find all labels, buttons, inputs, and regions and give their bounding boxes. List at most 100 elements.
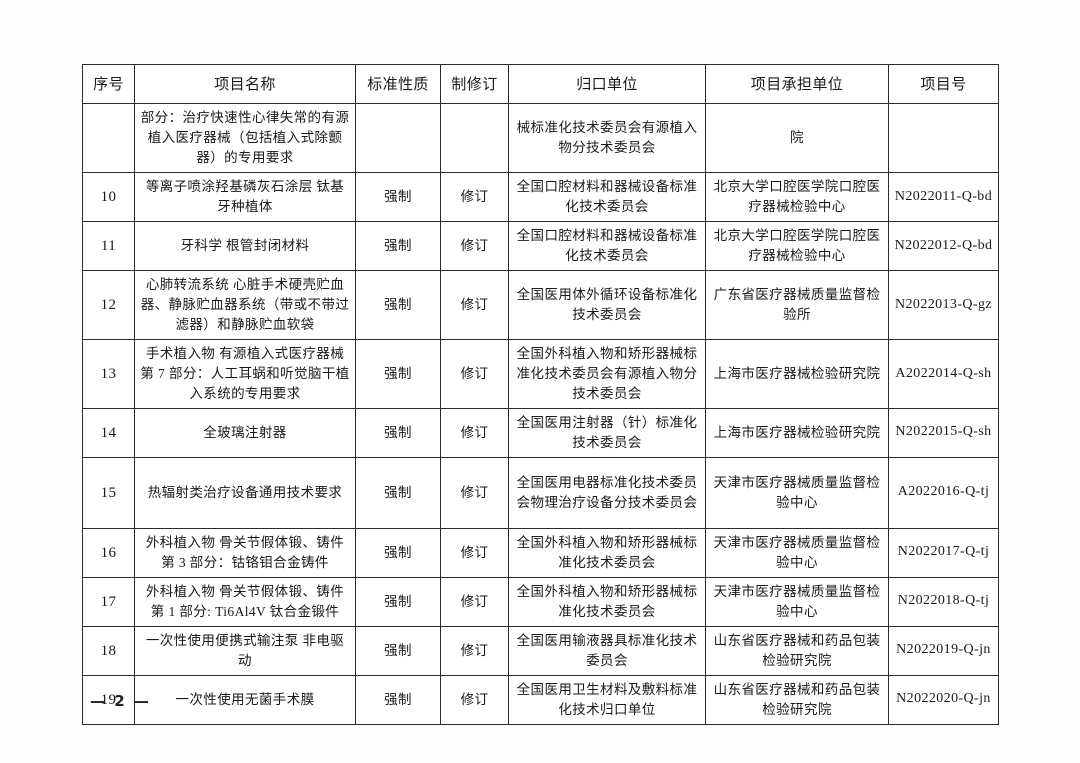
cell-undertaker: 山东省医疗器械和药品包装检验研究院 bbox=[705, 625, 889, 676]
cell-name: 热辐射类治疗设备通用技术要求 bbox=[134, 456, 356, 529]
cell-undertaker: 山东省医疗器械和药品包装检验研究院 bbox=[705, 674, 889, 725]
cell-nature bbox=[355, 103, 441, 173]
cell-revision: 修订 bbox=[440, 674, 509, 725]
column-header-name: 项目名称 bbox=[134, 64, 356, 104]
table-row: 15 热辐射类治疗设备通用技术要求 强制 修订 全国医用电器标准化技术委员会物理… bbox=[82, 456, 999, 529]
cell-code: N2022017-Q-tj bbox=[888, 527, 999, 578]
cell-org: 全国医用体外循环设备标准化技术委员会 bbox=[508, 270, 706, 340]
cell-undertaker: 上海市医疗器械检验研究院 bbox=[705, 407, 889, 458]
column-header-seq: 序号 bbox=[82, 64, 135, 104]
cell-seq: 17 bbox=[82, 576, 135, 627]
cell-nature: 强制 bbox=[355, 172, 441, 222]
cell-code: A2022016-Q-tj bbox=[888, 456, 999, 529]
table-row: 13 手术植入物 有源植入式医疗器械第 7 部分：人工耳蜗和听觉脑干植入系统的专… bbox=[82, 338, 999, 409]
cell-undertaker: 天津市医疗器械质量监督检验中心 bbox=[705, 527, 889, 578]
cell-org: 全国医用输液器具标准化技术委员会 bbox=[508, 625, 706, 676]
cell-name: 外科植入物 骨关节假体锻、铸件第 3 部分：钴铬钼合金铸件 bbox=[134, 527, 356, 578]
cell-org: 全国医用卫生材料及敷料标准化技术归口单位 bbox=[508, 674, 706, 725]
table-row: 17 外科植入物 骨关节假体锻、铸件第 1 部分: Ti6Al4V 钛合金锻件 … bbox=[82, 576, 999, 627]
standards-table-container: 序号 项目名称 标准性质 制修订 归口单位 项目承担单位 项目号 部分：治疗快速… bbox=[82, 64, 999, 725]
table-row: 14 全玻璃注射器 强制 修订 全国医用注射器（针）标准化技术委员会 上海市医疗… bbox=[82, 407, 999, 458]
cell-name: 等离子喷涂羟基磷灰石涂层 钛基牙种植体 bbox=[134, 172, 356, 222]
cell-seq: 18 bbox=[82, 625, 135, 676]
cell-nature: 强制 bbox=[355, 456, 441, 529]
table-row: 19 一次性使用无菌手术膜 强制 修订 全国医用卫生材料及敷料标准化技术归口单位… bbox=[82, 674, 999, 725]
cell-revision bbox=[440, 103, 509, 173]
cell-code: A2022014-Q-sh bbox=[888, 338, 999, 409]
standards-table: 序号 项目名称 标准性质 制修订 归口单位 项目承担单位 项目号 部分：治疗快速… bbox=[82, 64, 999, 725]
cell-org: 全国口腔材料和器械设备标准化技术委员会 bbox=[508, 172, 706, 222]
cell-undertaker: 天津市医疗器械质量监督检验中心 bbox=[705, 576, 889, 627]
table-header-row: 序号 项目名称 标准性质 制修订 归口单位 项目承担单位 项目号 bbox=[82, 64, 999, 104]
cell-revision: 修订 bbox=[440, 625, 509, 676]
table-row: 11 牙科学 根管封闭材料 强制 修订 全国口腔材料和器械设备标准化技术委员会 … bbox=[82, 221, 999, 271]
cell-undertaker: 广东省医疗器械质量监督检验所 bbox=[705, 270, 889, 340]
cell-name: 部分：治疗快速性心律失常的有源植入医疗器械（包括植入式除颤器）的专用要求 bbox=[134, 103, 356, 173]
table-row: 12 心肺转流系统 心脏手术硬壳贮血器、静脉贮血器系统（带或不带过滤器）和静脉贮… bbox=[82, 270, 999, 340]
cell-seq: 19 bbox=[82, 674, 135, 725]
cell-org: 全国外科植入物和矫形器械标准化技术委员会有源植入物分技术委员会 bbox=[508, 338, 706, 409]
cell-nature: 强制 bbox=[355, 338, 441, 409]
table-body: 部分：治疗快速性心律失常的有源植入医疗器械（包括植入式除颤器）的专用要求 械标准… bbox=[82, 103, 999, 725]
cell-name: 一次性使用无菌手术膜 bbox=[134, 674, 356, 725]
cell-undertaker: 北京大学口腔医学院口腔医疗器械检验中心 bbox=[705, 172, 889, 222]
table-row: 10 等离子喷涂羟基磷灰石涂层 钛基牙种植体 强制 修订 全国口腔材料和器械设备… bbox=[82, 172, 999, 222]
cell-seq: 10 bbox=[82, 172, 135, 222]
cell-nature: 强制 bbox=[355, 527, 441, 578]
cell-seq: 15 bbox=[82, 456, 135, 529]
cell-revision: 修订 bbox=[440, 527, 509, 578]
cell-seq: 12 bbox=[82, 270, 135, 340]
cell-seq: 11 bbox=[82, 221, 135, 271]
cell-undertaker: 上海市医疗器械检验研究院 bbox=[705, 338, 889, 409]
table-row: 16 外科植入物 骨关节假体锻、铸件第 3 部分：钴铬钼合金铸件 强制 修订 全… bbox=[82, 527, 999, 578]
cell-org: 全国外科植入物和矫形器械标准化技术委员会 bbox=[508, 576, 706, 627]
cell-revision: 修订 bbox=[440, 270, 509, 340]
cell-seq: 13 bbox=[82, 338, 135, 409]
cell-name: 心肺转流系统 心脏手术硬壳贮血器、静脉贮血器系统（带或不带过滤器）和静脉贮血软袋 bbox=[134, 270, 356, 340]
cell-undertaker: 院 bbox=[705, 103, 889, 173]
cell-revision: 修订 bbox=[440, 407, 509, 458]
column-header-nature: 标准性质 bbox=[355, 64, 441, 104]
cell-nature: 强制 bbox=[355, 221, 441, 271]
cell-revision: 修订 bbox=[440, 221, 509, 271]
table-row: 18 一次性使用便携式输注泵 非电驱动 强制 修订 全国医用输液器具标准化技术委… bbox=[82, 625, 999, 676]
cell-nature: 强制 bbox=[355, 625, 441, 676]
cell-org: 全国外科植入物和矫形器械标准化技术委员会 bbox=[508, 527, 706, 578]
cell-seq: 14 bbox=[82, 407, 135, 458]
page-number: — 2 — bbox=[90, 692, 151, 710]
table-row: 部分：治疗快速性心律失常的有源植入医疗器械（包括植入式除颤器）的专用要求 械标准… bbox=[82, 103, 999, 173]
column-header-revision: 制修订 bbox=[440, 64, 509, 104]
cell-revision: 修订 bbox=[440, 338, 509, 409]
cell-revision: 修订 bbox=[440, 456, 509, 529]
column-header-undertaker: 项目承担单位 bbox=[705, 64, 889, 104]
cell-org: 械标准化技术委员会有源植入物分技术委员会 bbox=[508, 103, 706, 173]
cell-name: 牙科学 根管封闭材料 bbox=[134, 221, 356, 271]
cell-code: N2022011-Q-bd bbox=[888, 172, 999, 222]
cell-undertaker: 天津市医疗器械质量监督检验中心 bbox=[705, 456, 889, 529]
cell-code: N2022019-Q-jn bbox=[888, 625, 999, 676]
cell-name: 一次性使用便携式输注泵 非电驱动 bbox=[134, 625, 356, 676]
cell-name: 全玻璃注射器 bbox=[134, 407, 356, 458]
cell-code bbox=[888, 103, 999, 173]
cell-seq bbox=[82, 103, 135, 173]
cell-code: N2022012-Q-bd bbox=[888, 221, 999, 271]
cell-nature: 强制 bbox=[355, 407, 441, 458]
cell-name: 外科植入物 骨关节假体锻、铸件第 1 部分: Ti6Al4V 钛合金锻件 bbox=[134, 576, 356, 627]
cell-org: 全国医用注射器（针）标准化技术委员会 bbox=[508, 407, 706, 458]
cell-nature: 强制 bbox=[355, 270, 441, 340]
cell-seq: 16 bbox=[82, 527, 135, 578]
column-header-org: 归口单位 bbox=[508, 64, 706, 104]
cell-revision: 修订 bbox=[440, 576, 509, 627]
cell-undertaker: 北京大学口腔医学院口腔医疗器械检验中心 bbox=[705, 221, 889, 271]
cell-code: N2022020-Q-jn bbox=[888, 674, 999, 725]
cell-name: 手术植入物 有源植入式医疗器械第 7 部分：人工耳蜗和听觉脑干植入系统的专用要求 bbox=[134, 338, 356, 409]
cell-code: N2022018-Q-tj bbox=[888, 576, 999, 627]
table-header: 序号 项目名称 标准性质 制修订 归口单位 项目承担单位 项目号 bbox=[82, 64, 999, 104]
cell-org: 全国口腔材料和器械设备标准化技术委员会 bbox=[508, 221, 706, 271]
cell-nature: 强制 bbox=[355, 576, 441, 627]
page-footer: — 2 — bbox=[82, 692, 998, 710]
column-header-code: 项目号 bbox=[888, 64, 999, 104]
cell-revision: 修订 bbox=[440, 172, 509, 222]
cell-code: N2022015-Q-sh bbox=[888, 407, 999, 458]
cell-org: 全国医用电器标准化技术委员会物理治疗设备分技术委员会 bbox=[508, 456, 706, 529]
